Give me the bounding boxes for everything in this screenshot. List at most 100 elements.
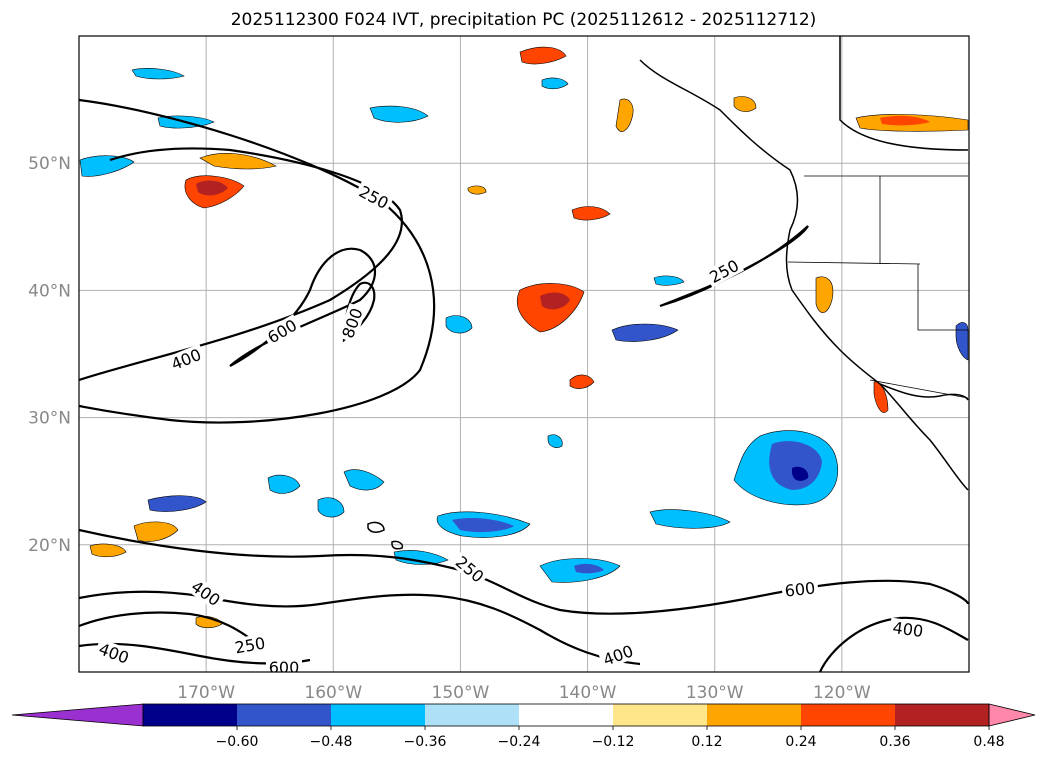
colorbar: −0.60 −0.48 −0.36 −0.24 −0.12 0.12 0.24 0.36 0.4… [11,703,1036,750]
precip-positive-blob [880,115,930,126]
precip-negative-blob [649,509,731,529]
colorbar-tick-label: −0.24 [498,734,541,750]
precip-positive-blob [467,185,487,195]
contour-label-bg [266,658,302,672]
contour-400-south [79,590,641,666]
longitude-labels: 170°W 160°W 150°W 140°W 130°W 120°W [177,683,871,703]
contour-label-bg [261,314,303,348]
colorbar-tick-label: 0.12 [691,734,722,750]
contour-label-bg [230,633,270,657]
precip-negative-blob [611,323,679,342]
precip-negative-blob [343,469,385,491]
contour-label-bg [337,303,367,343]
map-area [79,36,969,672]
precip-positive-blob [199,153,277,170]
precip-positive-blob [569,374,595,389]
colorbar-bin [331,704,425,726]
colorbar-tick-label: −0.60 [216,734,259,750]
precip-negative-blob [541,77,569,90]
contour-label-bg [598,640,638,670]
colorbar-extend-max [988,703,1036,727]
contour-label-bg [353,180,395,214]
lon-tick-label: 170°W [177,683,235,703]
contour-label-bg [888,617,928,641]
colorbar-extend-min [11,703,144,727]
contour-label-bg [703,254,745,288]
precip-negative-blob [574,563,604,574]
precip-positive-blob [519,46,567,65]
colorbar-tick-label: 0.36 [879,734,910,750]
contour-label-bg [94,638,134,668]
lon-tick-label: 140°W [559,683,617,703]
precip-negative-blob [369,105,429,123]
precip-negative-blob [317,497,345,518]
precip-negative-blob [769,441,822,490]
contour-250-south [79,528,969,615]
state-borders [787,176,969,399]
precip-negative-blob [131,68,185,80]
colorbar-bin [613,704,707,726]
precip-negative-blob [452,518,514,533]
colorbar-bin [143,704,237,726]
colorbar-tick-label: 0.24 [785,734,816,750]
alaska-coast [839,36,969,151]
north-america-coast [639,59,969,491]
precip-positive-blob [571,206,611,221]
lat-tick-label: 20°N [28,536,71,556]
colorbar-bin [895,704,989,726]
contour-250-west [79,98,436,424]
precip-positive-blob [133,521,179,542]
colorbar-bin [519,704,613,726]
precip-negative-blob [147,495,207,512]
precip-positive-blob [615,98,634,132]
lat-tick-label: 40°N [28,281,71,301]
contour-400-se [818,616,969,672]
lat-tick-label: 30°N [28,409,71,429]
baja-coast [879,383,969,401]
precip-negative-blob [653,275,685,286]
precip-negative-blob [792,466,809,481]
precip-negative-blob [79,155,135,177]
precip-negative [79,68,969,583]
colorbar-tick-label: −0.12 [592,734,635,750]
lat-tick-label: 50°N [28,154,71,174]
colorbar-tick-label: −0.48 [310,734,353,750]
lon-tick-label: 150°W [432,683,490,703]
lon-tick-label: 120°W [813,683,871,703]
contour-400-west [79,147,403,382]
contour-label: 600 [269,658,300,677]
colorbar-tick-label: −0.36 [404,734,447,750]
coastlines [367,36,969,550]
precip-positive-blob [89,543,127,558]
precip-negative-blob [267,474,301,494]
contour-label: 400 [891,618,924,641]
colorbar-tick-label: 0.48 [973,734,1004,750]
contour-400-sw [79,611,261,647]
contour-label: 600 [784,578,816,600]
colorbar-bin [237,704,331,726]
lon-tick-label: 130°W [686,683,744,703]
precip-negative-blob [955,322,969,361]
precip-positive-blob [733,96,757,112]
contour-label-bg [165,343,207,375]
borders [787,175,969,399]
precip-negative-blob [445,315,473,334]
colorbar-bin [801,704,895,726]
chart-title: 2025112300 F024 IVT, precipitation PC (2… [230,10,817,30]
colorbar-bin [425,704,519,726]
latitude-labels: 50°N 40°N 30°N 20°N [28,154,71,556]
precip-anomalies [89,46,969,629]
lon-tick-label: 160°W [304,683,362,703]
colorbar-frame [142,703,990,727]
contour-label-bg [781,578,819,600]
map-frame [78,35,970,673]
contour-label-bg [186,575,226,611]
precip-negative-blob [393,550,449,565]
precip-positive-blob [196,180,228,196]
precip-positive-blob [540,292,570,310]
precip-negative-blob [547,434,563,448]
colorbar-bin [707,704,801,726]
hawaii-islands [367,521,404,550]
